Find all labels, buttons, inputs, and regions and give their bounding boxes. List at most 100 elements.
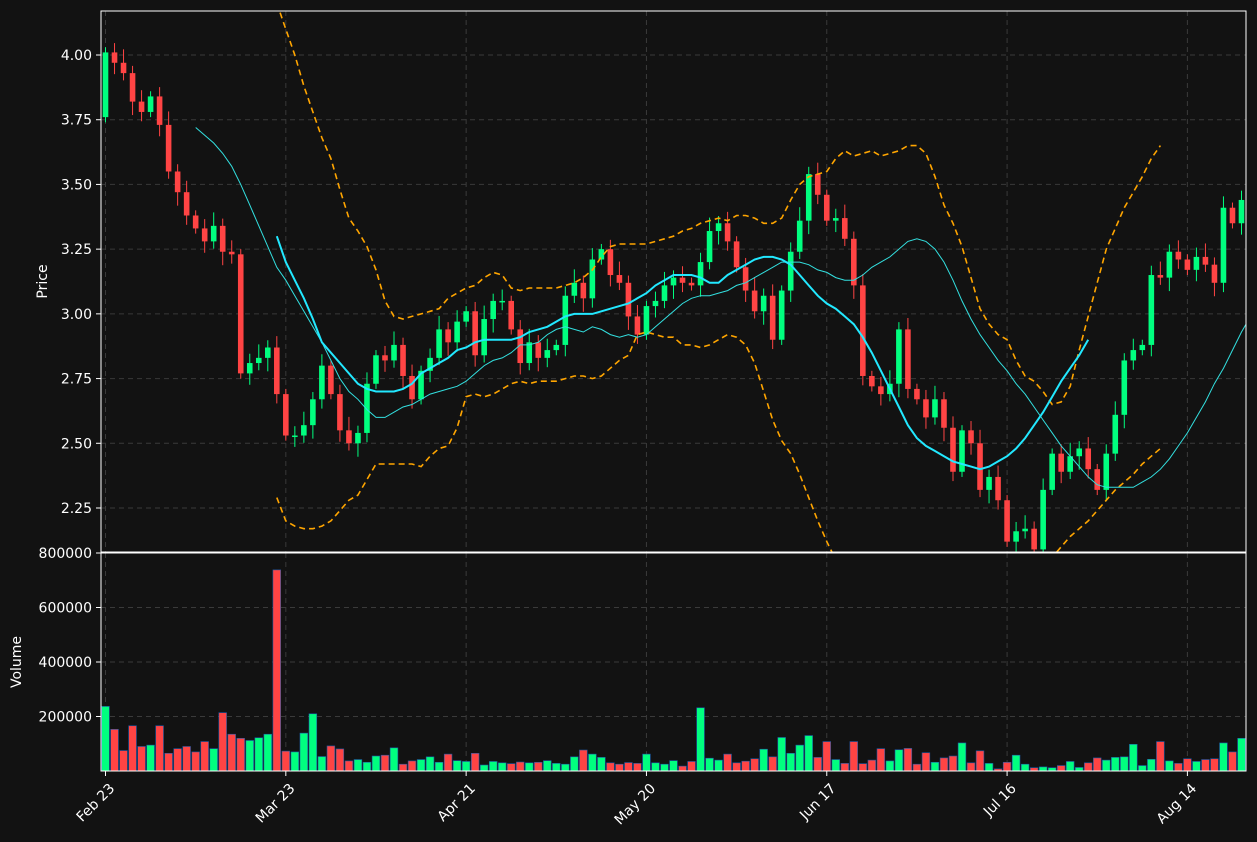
volume-bar	[164, 752, 173, 771]
candle-body	[652, 300, 659, 307]
volume-bar	[912, 763, 922, 771]
volume-bar	[452, 760, 462, 771]
volume-bar	[993, 768, 1003, 771]
candle-body	[715, 223, 722, 232]
volume-bar	[1038, 766, 1048, 771]
volume-bar	[290, 751, 300, 771]
volume-bar	[317, 756, 327, 771]
candle-body	[292, 435, 298, 438]
candle-body	[986, 476, 992, 490]
candle-body	[562, 295, 569, 345]
volume-bar	[552, 763, 561, 771]
candle-body	[499, 300, 505, 303]
candle-body	[842, 218, 848, 239]
volume-bar	[1192, 761, 1201, 771]
candle-body	[391, 344, 397, 361]
candle-body	[1112, 414, 1119, 454]
volume-bar	[272, 569, 281, 771]
candle-body	[968, 430, 974, 444]
volume-bar	[362, 761, 372, 771]
volume-bar	[876, 748, 886, 771]
candle-body	[1238, 199, 1245, 224]
candle-body	[643, 306, 650, 335]
candle-body	[382, 355, 388, 361]
candle-body	[490, 300, 496, 320]
volume-bar	[470, 752, 480, 771]
candle-body	[977, 443, 983, 490]
candle-body	[400, 344, 406, 376]
volume-bar	[687, 761, 696, 771]
candle-body	[436, 329, 442, 358]
candle-body	[192, 215, 199, 229]
volume-bar	[254, 737, 263, 771]
price-tick-label: 4.00	[61, 48, 92, 64]
volume-bar	[173, 748, 182, 771]
candle-body	[1067, 456, 1073, 472]
volume-bar	[1219, 742, 1228, 771]
candle-body	[932, 399, 938, 418]
candle-body	[724, 223, 731, 242]
price-tick-label: 3.50	[61, 177, 92, 193]
volume-bar	[398, 763, 408, 771]
volume-bar	[615, 763, 624, 771]
volume-bar	[1156, 741, 1165, 771]
volume-tick-label: 800000	[39, 546, 92, 562]
candle-body	[219, 225, 226, 252]
candle-body	[355, 432, 361, 444]
candle-body	[481, 319, 487, 356]
upper-band-line	[278, 11, 1162, 406]
candle-body	[120, 62, 127, 74]
candle-body	[274, 347, 280, 395]
candle-body	[905, 329, 911, 389]
candle-body	[634, 316, 641, 335]
volume-bar	[479, 764, 489, 771]
candle-body	[923, 399, 929, 418]
candle-body	[201, 228, 208, 242]
candle-body	[787, 251, 794, 291]
candles	[102, 11, 1246, 552]
volume-bar	[507, 763, 516, 771]
candle-body	[1157, 275, 1164, 278]
volume-tick-label: 400000	[39, 655, 92, 671]
price-tick-label: 3.75	[61, 113, 92, 129]
volume-bar	[344, 760, 354, 771]
candle-body	[535, 342, 542, 358]
candle-body	[679, 277, 686, 283]
candle-body	[878, 386, 884, 395]
date-tick-label: Jul 16	[980, 781, 1020, 821]
volume-bar	[732, 762, 741, 771]
volume-bar	[642, 753, 651, 771]
volume-bar	[1020, 763, 1030, 771]
volume-bar	[1102, 759, 1111, 771]
grid-lines	[101, 11, 1246, 771]
date-tick-label: May 20	[612, 781, 660, 829]
candle-body	[941, 399, 947, 428]
candle-body	[1103, 453, 1110, 490]
volume-bar	[1201, 759, 1210, 771]
volume-tick-label: 600000	[39, 601, 92, 617]
volume-bar	[353, 759, 363, 771]
volume-bar	[1147, 758, 1156, 771]
volume-bar	[110, 729, 119, 771]
candle-body	[1094, 469, 1101, 490]
candle-body	[1166, 251, 1173, 278]
volume-bar	[1165, 760, 1174, 771]
candle-body	[1229, 207, 1236, 224]
volume-bar	[191, 751, 200, 771]
volume-bar	[1138, 765, 1147, 771]
candle-body	[283, 394, 289, 436]
candle-body	[517, 329, 524, 364]
price-tick-label: 2.25	[61, 501, 92, 517]
candle-body	[544, 350, 551, 358]
volume-bar	[822, 741, 831, 771]
candle-body	[111, 52, 118, 63]
candle-body	[463, 311, 469, 322]
volume-bar	[335, 748, 345, 771]
volume-bar	[416, 759, 426, 771]
volume-bar	[741, 760, 750, 771]
candle-body	[778, 290, 785, 340]
volume-bar	[975, 750, 985, 771]
volume-bar	[624, 762, 633, 771]
slow-moving-average-line	[275, 235, 1090, 471]
volume-bar	[389, 747, 399, 771]
